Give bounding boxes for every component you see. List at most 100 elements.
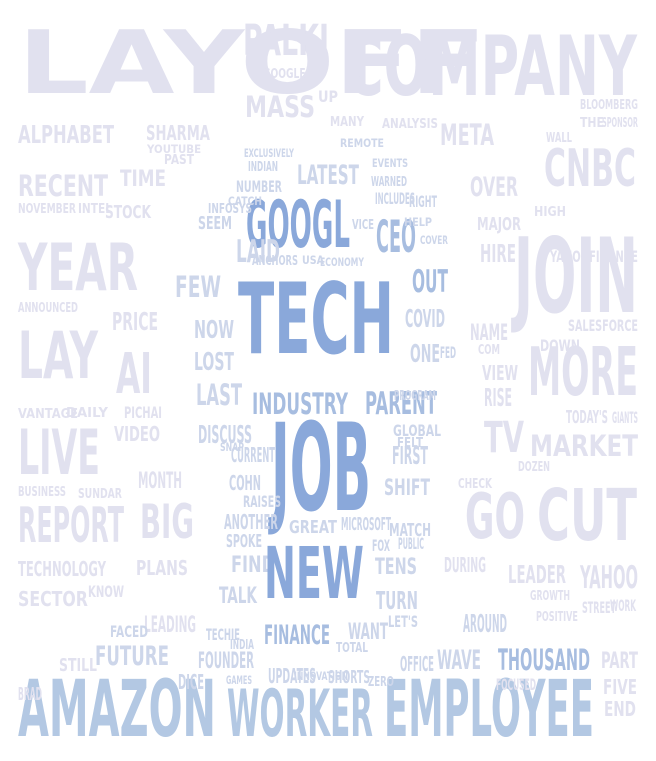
word-want: WANT [348,619,388,645]
word-seem: SEEM [198,212,232,234]
word-palki: PALKI [243,17,329,66]
word-shift: SHIFT [384,476,430,501]
word-go: GO [465,482,525,554]
word-dozen: DOZEN [518,459,550,475]
word-number: NUMBER [236,179,282,197]
word-cover: COVER [420,235,449,248]
word-current: CURRENT [231,444,275,468]
word-sector: SECTOR [18,588,88,611]
word-yahoofinance: YAHOOFINANCE [549,249,638,267]
word-amazon: AMAZON [18,663,216,755]
word-layoff: LAYOFF [18,12,486,114]
word-street: STREET [582,598,616,617]
word-com: COM [478,342,500,358]
word-five: FIVE [603,676,637,699]
word-thousand: THOUSAND [498,645,590,678]
word-positive: POSITIVE [536,609,578,625]
word-games: GAMES [226,674,252,687]
word-recent: RECENT [18,169,109,203]
word-plans: PLANS [136,558,188,581]
word-report: REPORT [18,497,124,554]
word-over: OVER [470,173,518,204]
word-salesforce: SALESFORCE [568,318,638,336]
word-zero: ZERO [368,674,394,689]
word-the: THE [580,115,604,130]
word-yahoo: YAHOO [579,559,638,596]
word-faced: FACED [110,624,148,642]
word-alphabet: ALPHABET [18,121,115,149]
word-turn: TURN [376,587,418,616]
word-felt: FELT [397,435,424,451]
word-techie: TECHIE [206,625,240,644]
word-india: INDIA [230,637,254,653]
word-hire: HIRE [480,240,516,269]
word-raises: RAISES [243,494,281,512]
word-today-s: TODAY'S [566,408,608,428]
word-one: ONE [410,339,440,368]
word-brad: BRAD [18,684,42,705]
word-lay: LAY [18,317,99,393]
word-tv: TV [484,414,524,463]
word-check: CHECK [458,475,493,491]
word-month: MONTH [138,469,182,495]
word-another: ANOTHER [224,510,278,534]
word-price: PRICE [112,307,158,337]
word-many: MANY [330,114,364,130]
word-youtube: YOUTUBE [146,143,201,157]
word-industry: INDUSTRY [252,387,349,421]
word-lost: LOST [194,347,234,376]
word-view: VIEW [482,362,518,385]
word-includes: INCLUDES [375,190,415,208]
word-live: LIVE [18,415,100,489]
word-warned: WARNED [371,174,407,190]
word-sundar: SUNDAR [78,485,122,501]
word-match: MATCH [389,520,431,541]
word-employee: EMPLOYEE [384,665,594,755]
word-remote: REMOTE [340,137,384,150]
word-now: NOW [194,315,234,344]
word-fox: FOX [372,536,390,555]
word-past: PAST [164,152,195,168]
word-giants: GIANTS [612,409,638,427]
word-infosys: INFOSYS [208,200,252,216]
word-focused: FOCUSED [496,676,536,694]
word-market: MARKET [530,431,638,464]
word-name: NAME [470,320,508,346]
word-great: GREAT [289,516,337,538]
word-bloomberg: BLOOMBERG [580,97,638,113]
word-economy: ECONOMY [320,257,365,270]
word-right: RIGHT [409,192,437,211]
word-find: FIND [231,551,275,577]
word-join: JOIN [511,218,638,337]
word-total: TOTAL [336,639,368,655]
word-let-s: LET'S [388,614,418,632]
word-sharma: SHARMA [146,122,211,146]
word-microsoft: MICROSOFT [341,514,391,535]
word-laid: LAID [236,233,280,269]
word-updates: UPDATES [268,664,316,688]
word-still: STILL [59,655,97,676]
word-few: FEW [175,270,221,305]
word-intel: INTEL [78,201,112,217]
word-time: TIME [120,166,166,192]
word-innovation: INNOVATION [294,671,348,684]
word-business: BUSINESS [18,484,66,499]
word-dice: DICE [178,670,204,694]
word-anchors: ANCHORS [252,253,298,269]
word-help: HELP [404,216,432,229]
word-googl: GOOGL [246,187,350,263]
word-tens: TENS [375,555,417,580]
word-end: END [604,698,636,721]
word-technology: TECHNOLOGY [18,558,107,581]
word-google-s: GOOGLE'S [263,65,315,81]
word-cnbc: CNBC [544,138,636,198]
word-year: YEAR [17,230,138,306]
word-leader: LEADER [508,561,566,590]
word-usa: USA [302,254,324,267]
word-high: HIGH [534,204,566,219]
word-wave: WAVE [437,645,481,677]
word-work: WORK [610,597,636,615]
word-spoke: SPOKE [226,532,262,552]
word-first: FIRST [392,441,428,471]
